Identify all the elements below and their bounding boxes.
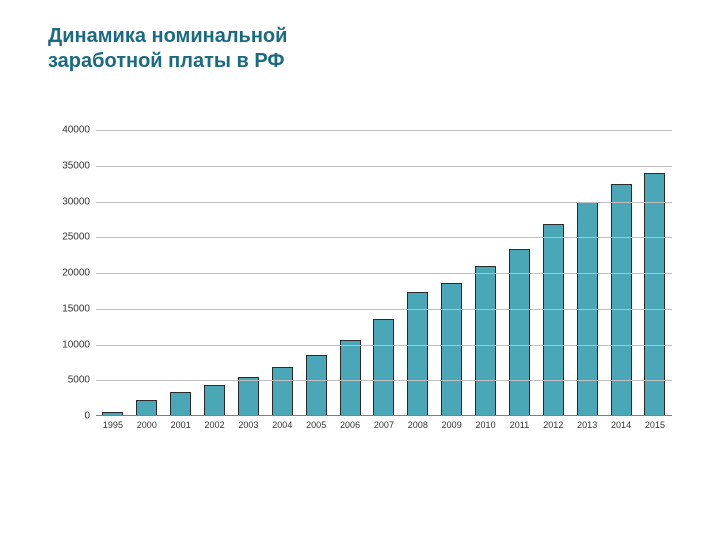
bar — [306, 355, 327, 416]
x-tick-label: 2002 — [198, 420, 232, 440]
y-tick-label: 30000 — [62, 196, 90, 207]
x-tick-label: 2009 — [435, 420, 469, 440]
y-tick-label: 5000 — [68, 375, 90, 386]
x-tick-label: 2011 — [503, 420, 537, 440]
x-tick-label: 2015 — [638, 420, 672, 440]
bar — [204, 385, 225, 416]
bar — [441, 283, 462, 416]
bar — [170, 392, 191, 416]
x-tick-label: 2008 — [401, 420, 435, 440]
page: Динамика номинальной заработной платы в … — [0, 0, 720, 540]
y-tick-label: 25000 — [62, 232, 90, 243]
y-tick-label: 15000 — [62, 303, 90, 314]
x-tick-label: 1995 — [96, 420, 130, 440]
y-tick-label: 40000 — [62, 125, 90, 136]
x-tick-label: 2004 — [265, 420, 299, 440]
bar — [272, 367, 293, 416]
x-tick-label: 2014 — [604, 420, 638, 440]
x-tick-label: 2006 — [333, 420, 367, 440]
x-axis-labels: 1995200020012002200320042005200620072008… — [96, 420, 672, 440]
gridline — [96, 202, 672, 203]
plot-area: 0500010000150002000025000300003500040000 — [96, 130, 672, 416]
bar — [340, 340, 361, 417]
gridline — [96, 273, 672, 274]
y-tick-label: 35000 — [62, 160, 90, 171]
bar — [136, 400, 157, 416]
gridline — [96, 380, 672, 381]
x-tick-label: 2003 — [232, 420, 266, 440]
wage-chart: 0500010000150002000025000300003500040000… — [40, 130, 680, 440]
x-tick-label: 2013 — [570, 420, 604, 440]
bar — [543, 224, 564, 416]
bar — [238, 377, 259, 416]
x-tick-label: 2007 — [367, 420, 401, 440]
x-tick-label: 2012 — [536, 420, 570, 440]
chart-title-line1: Динамика номинальной — [48, 24, 287, 49]
gridline — [96, 130, 672, 131]
y-tick-label: 10000 — [62, 339, 90, 350]
x-tick-label: 2005 — [299, 420, 333, 440]
gridline — [96, 345, 672, 346]
y-tick-label: 0 — [84, 411, 90, 422]
x-tick-label: 2000 — [130, 420, 164, 440]
x-tick-label: 2010 — [469, 420, 503, 440]
x-axis-line — [96, 415, 672, 416]
gridline — [96, 309, 672, 310]
chart-title-line2: заработной платы в РФ — [48, 49, 287, 74]
x-tick-label: 2001 — [164, 420, 198, 440]
gridline — [96, 166, 672, 167]
bar — [407, 292, 428, 416]
chart-title: Динамика номинальной заработной платы в … — [48, 24, 287, 74]
bar — [373, 319, 394, 416]
bar — [475, 266, 496, 416]
y-tick-label: 20000 — [62, 268, 90, 279]
gridline — [96, 237, 672, 238]
